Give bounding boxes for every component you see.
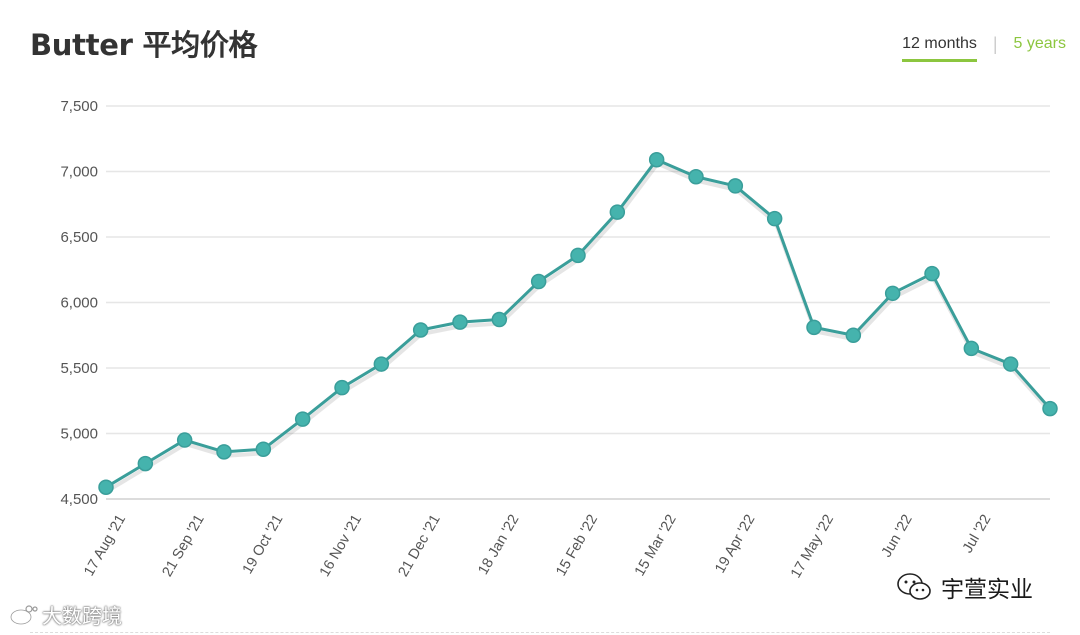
x-tick-label: 19 Apr '22 [712,512,758,576]
data-point [1002,356,1019,372]
data-point [98,479,114,495]
y-tick-label: 5,500 [60,360,98,377]
tab-5-years[interactable]: 5 years [1013,35,1066,52]
data-point [648,151,665,168]
x-tick-label: Jun '22 [879,512,916,560]
data-point [570,247,586,264]
watermark-left-text: 大数跨境 [42,606,122,628]
x-tick-label: 16 Nov '21 [317,512,365,580]
series-line-group [105,158,1053,493]
x-tick-label: 18 Jan '22 [475,512,522,578]
y-tick-label: 5,000 [60,426,98,443]
data-point [137,455,154,472]
bottom-divider [30,632,1050,633]
data-point [688,168,704,185]
wechat-icon [897,573,931,600]
series-line-shadow [105,161,1053,493]
data-point [255,441,272,457]
data-point [884,285,901,302]
x-tick-label: 21 Sep '21 [159,512,207,580]
x-tick-label: 17 May '22 [788,512,837,581]
series-line [105,158,1052,489]
data-point [766,210,783,227]
data-point [491,311,508,328]
watermark-left: 大数跨境 [8,600,122,629]
data-point [609,204,626,220]
x-tick-label: 19 Oct '21 [240,512,287,577]
x-tick-label: 17 Aug '21 [81,512,129,579]
watermark-right: 宇萱实业 [895,570,1033,604]
data-points [98,151,1058,495]
data-point [845,327,862,343]
y-tick-label: 6,500 [60,229,98,246]
data-point [806,319,822,336]
y-axis-ticks: 4,500 5,000 5,500 6,000 6,500 7,000 7,500 [60,98,98,508]
x-tick-label: Jul '22 [960,512,995,556]
y-tick-label: 4,500 [60,491,98,508]
grid-lines [106,105,1050,500]
data-point [530,273,547,290]
x-tick-label: 15 Feb '22 [553,512,601,579]
tab-12-months[interactable]: 12 months [902,35,977,62]
y-tick-label: 7,500 [60,98,98,115]
x-tick-label: 15 Mar '22 [632,512,680,579]
data-point [1042,400,1058,417]
x-tick-label: 21 Dec '21 [396,512,444,580]
data-point [924,265,940,282]
y-tick-label: 7,000 [60,164,98,181]
data-point [176,432,193,448]
data-point [216,444,232,460]
y-tick-label: 6,000 [60,295,98,312]
data-point [294,411,311,427]
data-point [727,178,744,194]
tab-separator: | [992,34,998,54]
data-point [373,356,390,372]
data-point [334,379,350,396]
page-title: Butter 平均价格 [30,28,258,62]
weibo-icon [10,604,38,625]
watermark-right-text: 宇萱实业 [941,577,1033,603]
data-point [412,322,429,338]
data-point [452,314,468,330]
data-point [963,340,980,357]
range-tabs: 12 months | 5 years [902,34,1066,63]
x-axis-ticks: 17 Aug '21 21 Sep '21 19 Oct '21 16 Nov '21… [81,512,994,581]
